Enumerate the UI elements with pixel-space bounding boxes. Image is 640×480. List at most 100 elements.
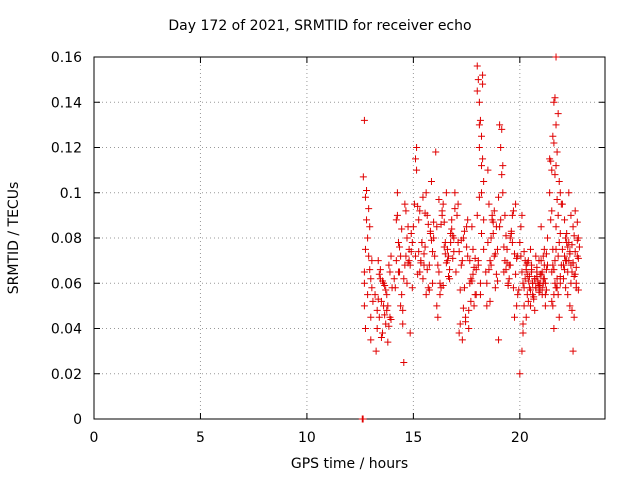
data-point [400, 275, 408, 283]
data-point [558, 245, 566, 253]
data-point [465, 325, 473, 332]
data-point [524, 277, 532, 285]
data-point [550, 266, 558, 274]
data-point [435, 268, 443, 276]
data-point [474, 76, 482, 84]
data-point [385, 261, 393, 269]
data-point [546, 189, 554, 197]
data-point [483, 302, 491, 310]
data-point [575, 243, 583, 251]
data-point [483, 279, 491, 287]
data-point [554, 211, 562, 219]
data-point [393, 189, 401, 197]
data-point [434, 313, 442, 321]
data-point [399, 320, 407, 328]
data-point [359, 415, 367, 423]
data-point [473, 87, 481, 95]
data-point [554, 252, 562, 260]
data-point [537, 223, 545, 231]
data-point [433, 302, 441, 310]
data-point [470, 263, 478, 271]
data-point [499, 189, 507, 197]
data-point [445, 252, 453, 260]
data-point [467, 297, 475, 305]
chart-title: Day 172 of 2021, SRMTID for receiver ech… [168, 18, 472, 34]
data-point [379, 277, 387, 285]
data-point [443, 245, 451, 253]
data-points [358, 53, 583, 423]
data-point [427, 236, 435, 244]
data-point [360, 116, 368, 124]
data-point [496, 121, 504, 129]
y-tick-label: 0.14 [51, 95, 82, 111]
data-point [569, 347, 577, 355]
data-point [512, 200, 520, 208]
data-point [416, 268, 424, 276]
data-point [456, 286, 464, 294]
data-point [518, 211, 526, 219]
data-point [555, 313, 563, 321]
data-point [550, 98, 558, 106]
data-point [542, 250, 550, 258]
data-point [526, 302, 534, 310]
data-point [360, 268, 368, 276]
data-point [516, 239, 524, 247]
data-point [400, 358, 408, 366]
data-point [473, 62, 481, 70]
data-point [479, 71, 487, 79]
data-point [448, 216, 456, 224]
data-point [387, 252, 395, 260]
data-point [554, 110, 562, 118]
data-point [422, 291, 430, 299]
data-point [480, 216, 488, 224]
data-point [475, 193, 483, 201]
data-point [511, 313, 519, 321]
data-point [383, 306, 391, 314]
data-point [403, 234, 411, 242]
data-point [532, 284, 540, 292]
data-point [363, 216, 371, 224]
y-tick-label: 0.1 [60, 186, 82, 202]
y-tick-label: 0 [73, 412, 82, 428]
data-point [439, 200, 447, 208]
data-point [381, 311, 389, 319]
data-point [373, 325, 381, 332]
data-point [493, 245, 501, 253]
data-point [572, 263, 580, 271]
data-point [476, 116, 484, 124]
data-point [406, 329, 414, 337]
data-point [538, 268, 546, 276]
data-point [512, 270, 520, 278]
data-point [531, 306, 539, 314]
data-point [421, 209, 429, 217]
data-point [509, 284, 517, 292]
data-point [493, 277, 501, 285]
data-point [361, 245, 369, 253]
data-point [563, 239, 571, 247]
data-point [451, 205, 459, 213]
data-point [442, 259, 450, 267]
data-point [540, 261, 548, 269]
data-point [549, 261, 557, 269]
data-point [519, 329, 527, 337]
data-point [561, 266, 569, 274]
data-point [541, 302, 549, 310]
data-point [539, 275, 547, 283]
data-point [562, 257, 570, 265]
data-point [404, 259, 412, 267]
data-point [415, 216, 423, 224]
data-point [553, 284, 561, 292]
data-point [573, 218, 581, 226]
data-point [570, 313, 578, 321]
data-point [462, 318, 470, 326]
data-point [552, 53, 560, 61]
data-point [368, 284, 376, 292]
data-point [495, 193, 503, 201]
data-point [372, 347, 380, 355]
data-point [532, 252, 540, 260]
data-point [452, 268, 460, 276]
data-point [465, 306, 473, 314]
data-point [504, 282, 512, 290]
data-point [571, 207, 579, 215]
data-point [451, 189, 459, 197]
